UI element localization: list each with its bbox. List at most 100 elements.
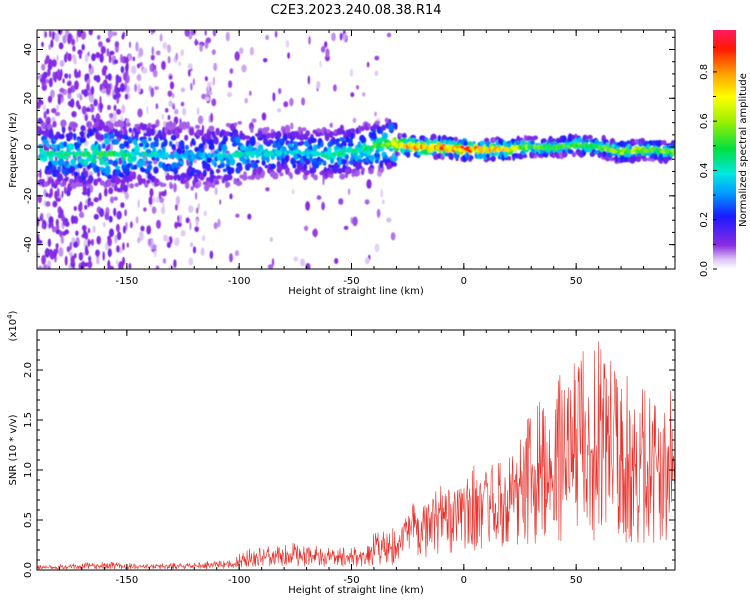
spectrogram-noise-cell [96, 35, 101, 40]
spectrogram-noise-cell [116, 245, 120, 253]
spectrogram-signal-cell [360, 136, 367, 145]
spectrogram-signal-cell [128, 127, 132, 133]
spectrogram-noise-cell [45, 55, 50, 64]
spectrogram-signal-cell [367, 123, 371, 128]
spectrogram-noise-cell [62, 78, 65, 84]
spectrogram-signal-cell [371, 132, 377, 140]
spectrogram-signal-cell [225, 181, 231, 188]
spectrogram-noise-cell [91, 114, 95, 121]
spectrogram-noise-cell [195, 217, 199, 227]
spectrogram-noise-cell [120, 66, 125, 74]
spectrogram-noise-cell [142, 67, 148, 74]
spectrogram-noise-cell [148, 196, 153, 206]
spectrogram-signal-cell [285, 167, 290, 174]
spectrogram-noise-cell [99, 102, 103, 111]
spectrogram-noise-cell [92, 225, 96, 233]
spectrogram-signal-cell [322, 160, 327, 164]
spectrogram-noise-cell [205, 96, 210, 102]
spectrogram-signal-cell [199, 148, 205, 153]
spectrogram-noise-cell [87, 227, 91, 234]
spectrogram-ridge-cell [324, 151, 330, 155]
spectrogram-noise-cell [287, 52, 290, 59]
spectrogram-noise-cell [68, 73, 71, 80]
spectrogram-signal-cell [369, 167, 374, 173]
spectrogram-noise-cell [162, 42, 168, 50]
spectrogram-signal-cell [394, 122, 398, 130]
spectrogram-noise-cell [174, 221, 178, 229]
spectrogram-noise-cell [204, 30, 207, 36]
spectrogram-noise-cell [100, 46, 106, 54]
spectrogram-signal-cell [146, 131, 152, 137]
spectrogram-signal-cell [240, 145, 246, 151]
spectrogram-noise-cell [71, 38, 76, 46]
spectrogram-signal-cell [309, 156, 313, 162]
spectrogram-noise-cell [64, 221, 70, 227]
spectrogram-y-tick-label: -40 [23, 236, 34, 252]
spectrogram-signal-cell [453, 136, 459, 142]
spectrogram-noise-cell [88, 30, 93, 36]
spectrogram-signal-cell [219, 132, 223, 138]
spectrogram-signal-cell [101, 143, 106, 149]
spectrogram-signal-cell [219, 162, 225, 168]
spectrogram-signal-cell [72, 122, 78, 128]
spectrogram-noise-cell [211, 49, 216, 55]
spectrogram-signal-cell [272, 172, 279, 180]
colorbar-tick-label: 0.6 [699, 113, 710, 129]
spectrogram-noise-cell [152, 196, 156, 204]
spectrogram-signal-cell [266, 132, 271, 139]
spectrogram-signal-cell [392, 162, 397, 167]
spectrogram-noise-cell [67, 53, 72, 62]
spectrogram-noise-cell [116, 212, 121, 219]
spectrogram-noise-cell [338, 198, 344, 205]
spectrogram-signal-cell [484, 137, 490, 143]
spectrogram-noise-cell [210, 112, 214, 123]
spectrogram-signal-cell [241, 174, 248, 181]
spectrogram-signal-cell [163, 138, 168, 147]
spectrogram-noise-cell [85, 107, 91, 113]
spectrogram-noise-cell [175, 195, 181, 206]
spectrogram-noise-cell [149, 63, 154, 73]
spectrogram-noise-cell [136, 63, 141, 69]
spectrogram-noise-cell [207, 81, 210, 92]
spectrogram-noise-cell [102, 81, 107, 87]
spectrogram-noise-cell [167, 90, 173, 97]
colorbar-tick-label: 0.8 [699, 64, 710, 80]
spectrogram-noise-cell [152, 69, 158, 78]
spectrogram-ridge-cell [670, 149, 674, 153]
spectrogram-noise-cell [137, 108, 143, 118]
spectrogram-signal-cell [74, 178, 80, 184]
spectrogram-signal-cell [186, 121, 190, 130]
spectrogram-noise-cell [312, 229, 318, 237]
spectrogram-noise-cell [91, 53, 96, 62]
spectrogram-noise-cell [135, 216, 139, 224]
spectrogram-noise-cell [91, 238, 94, 246]
spectrogram-noise-cell [187, 69, 191, 77]
spectrogram-noise-cell [84, 114, 89, 122]
spectrogram-noise-cell [115, 87, 121, 93]
spectrogram-signal-cell [462, 140, 469, 147]
spectrogram-signal-cell [146, 160, 153, 165]
spectrogram-signal-cell [114, 176, 121, 185]
spectrogram-noise-cell [136, 74, 142, 81]
spectrogram-noise-cell [168, 75, 173, 80]
spectrogram-noise-cell [64, 73, 69, 79]
snr-y-tick-label: 0.5 [23, 512, 34, 528]
spectrogram-signal-cell [469, 155, 474, 160]
spectrogram-noise-cell [200, 247, 205, 256]
spectrogram-noise-cell [177, 215, 180, 223]
spectrogram-signal-cell [339, 173, 346, 180]
spectrogram-noise-cell [229, 253, 233, 263]
spectrogram-noise-cell [307, 75, 311, 85]
spectrogram-noise-cell [39, 77, 46, 83]
spectrogram-noise-cell [71, 54, 76, 59]
spectrogram-signal-cell [206, 156, 213, 163]
spectrogram-noise-cell [50, 89, 55, 99]
spectrogram-signal-cell [194, 124, 201, 129]
spectrogram-noise-cell [137, 237, 141, 244]
spectrogram-noise-cell [195, 192, 198, 200]
spectrogram-noise-cell [37, 252, 40, 258]
spectrogram-noise-cell [56, 187, 60, 197]
spectrogram-signal-cell [120, 179, 126, 185]
spectrogram-noise-cell [366, 179, 372, 189]
spectrogram-signal-cell [161, 183, 167, 187]
